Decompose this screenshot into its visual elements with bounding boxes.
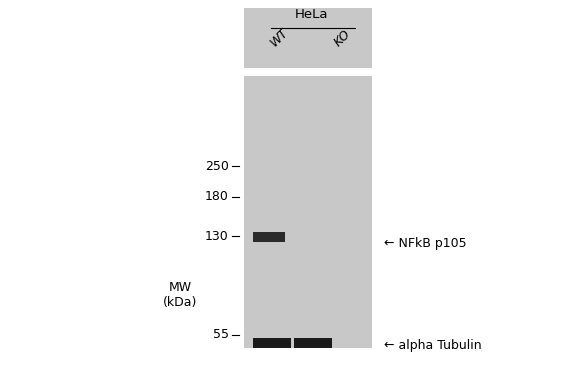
Text: WT: WT [267,26,290,49]
FancyBboxPatch shape [253,232,285,242]
Text: 180: 180 [205,190,229,203]
Text: MW
(kDa): MW (kDa) [163,281,198,309]
FancyBboxPatch shape [244,8,372,68]
Text: 250: 250 [205,160,229,173]
FancyBboxPatch shape [294,338,332,348]
Text: HeLa: HeLa [294,8,328,21]
FancyBboxPatch shape [244,76,372,348]
FancyBboxPatch shape [253,338,291,348]
Text: KO: KO [331,27,353,49]
Text: ← NFkB p105: ← NFkB p105 [384,237,467,250]
Text: 130: 130 [205,230,229,243]
Text: ← alpha Tubulin: ← alpha Tubulin [384,339,482,352]
Text: 55: 55 [213,328,229,341]
